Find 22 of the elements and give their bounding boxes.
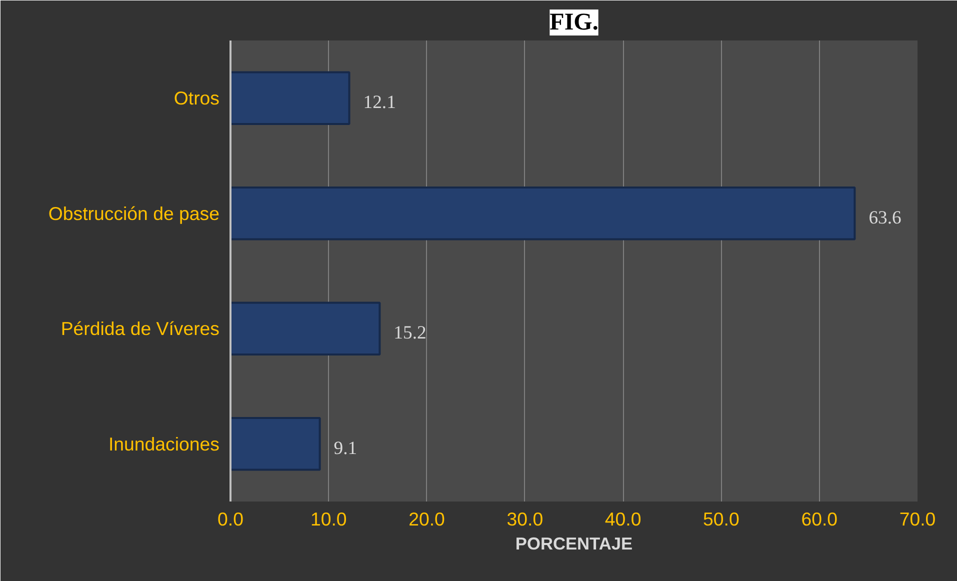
bar [230,416,321,471]
x-tick-label: 70.0 [899,508,936,530]
data-label: 63.6 [868,207,902,228]
x-tick-label: 50.0 [703,508,740,530]
data-label: 12.1 [363,92,396,114]
bar [230,302,381,356]
x-tick-label: 40.0 [604,508,642,530]
data-label: 15.2 [394,322,426,344]
bar [230,186,856,240]
x-tick-label: 60.0 [801,508,838,530]
x-tick-label: 0.0 [218,508,244,530]
x-axis-title: PORCENTAJE [515,534,633,554]
y-tick-label: Inundaciones [108,433,220,454]
chart-title: FIG. [550,10,598,36]
y-tick-label: Pérdida de Víveres [60,318,220,340]
x-tick-label: 10.0 [310,508,347,530]
x-tick-label: 30.0 [506,508,544,530]
bar [230,71,350,126]
y-tick-label: Obstrucción de pase [48,202,220,224]
x-tick-label: 20.0 [408,508,445,530]
y-tick-label: Otros [174,88,220,109]
data-label: 9.1 [334,438,358,459]
